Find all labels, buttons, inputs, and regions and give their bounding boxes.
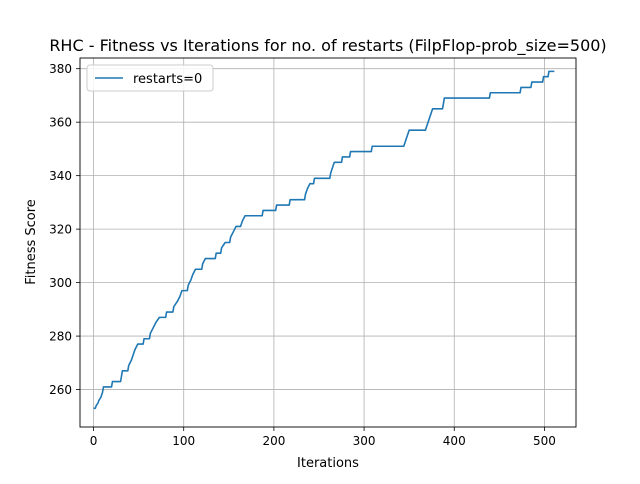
axis-ticks: 0 100 200 300 400 500 260 280 300 320 340 360 380 <box>49 62 556 448</box>
x-tick-label: 400 <box>443 434 466 448</box>
x-tick-label: 500 <box>533 434 556 448</box>
y-tick-label: 260 <box>49 383 72 397</box>
x-axis-label: Iterations <box>297 456 359 471</box>
chart-title: RHC - Fitness vs Iterations for no. of r… <box>49 36 606 56</box>
y-tick-label: 380 <box>49 62 72 76</box>
x-tick-label: 300 <box>353 434 376 448</box>
x-tick-label: 200 <box>262 434 285 448</box>
legend-label-restarts-0: restarts=0 <box>133 72 202 87</box>
plot-frame <box>79 57 577 428</box>
series-line-restarts-0 <box>93 70 555 410</box>
x-tick-label: 0 <box>90 434 98 448</box>
y-tick-label: 280 <box>49 330 72 344</box>
y-axis-label: Fitness Score <box>24 199 39 285</box>
legend: restarts=0 <box>86 64 214 92</box>
series-lines <box>93 70 555 410</box>
x-tick-label: 100 <box>172 434 195 448</box>
y-tick-label: 320 <box>49 223 72 237</box>
y-tick-label: 300 <box>49 276 72 290</box>
y-tick-label: 340 <box>49 169 72 183</box>
legend-box <box>86 64 214 92</box>
grid-lines <box>80 58 576 427</box>
y-tick-label: 360 <box>49 116 72 130</box>
